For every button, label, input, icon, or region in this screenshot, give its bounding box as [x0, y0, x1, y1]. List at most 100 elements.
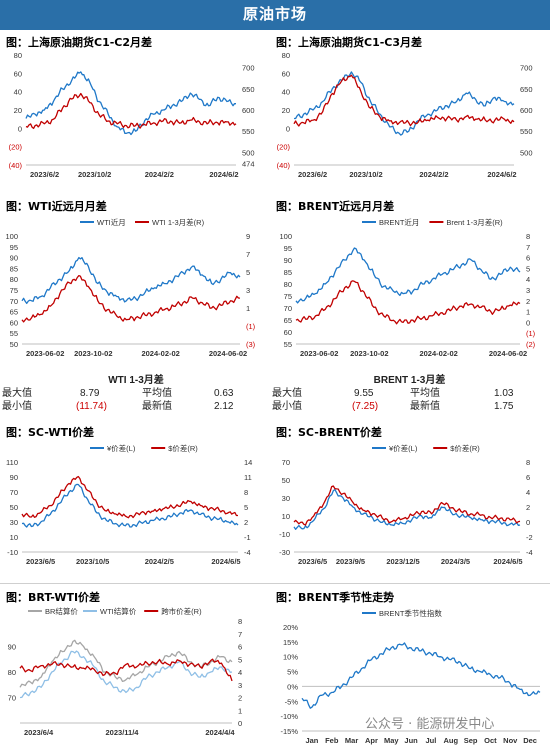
y-tick-label-left: 10: [10, 533, 18, 542]
y-tick-label-left: 90: [10, 254, 18, 263]
y-tick-label-left: -30: [279, 548, 290, 557]
y-tick-label-right: 4: [526, 275, 530, 284]
y-tick-label-right: 550: [242, 127, 255, 136]
y-tick-label-left: 70: [284, 304, 292, 313]
y-tick-label-left: 10: [282, 512, 290, 521]
stats-value: 1.03: [494, 388, 514, 399]
panel-title-brent-seasonal: 图：BRENT季节性走势: [276, 591, 395, 604]
y-tick-label-left: (40): [277, 161, 291, 170]
y-tick-label-left: -10%: [280, 712, 298, 721]
y-tick-label-left: -15%: [280, 727, 298, 736]
y-tick-label-right: 5: [244, 503, 248, 512]
y-tick-label-left: 65: [10, 308, 18, 317]
y-tick-label-left: -5%: [285, 697, 299, 706]
x-tick-label: Jul: [425, 736, 436, 745]
y-tick-label-right: 1: [246, 304, 250, 313]
x-tick-label: Feb: [325, 736, 339, 745]
y-tick-label-right: 1: [238, 706, 242, 715]
y-tick-label-left: 0: [286, 124, 290, 133]
y-tick-label-left: 65: [284, 316, 292, 325]
panel-title-sc-c1c3: 图：上海原油期货C1-C3月差: [276, 36, 423, 49]
x-tick-label: 2023-06-02: [300, 349, 338, 358]
stats-value: 2.12: [214, 401, 234, 412]
x-tick-label: Oct: [484, 736, 497, 745]
x-tick-label: 2024-06-02: [489, 349, 527, 358]
series-line: [301, 642, 541, 709]
y-tick-label-right: -4: [244, 548, 251, 557]
y-tick-label-left: 100: [5, 232, 18, 241]
x-tick-label: 2024-02-02: [141, 349, 179, 358]
y-tick-label-right: 0: [526, 518, 530, 527]
y-tick-label-left: 60: [282, 69, 290, 78]
stats-wti: WTI 1-3月差 最大值 8.79 平均值 0.63 最小值 (11.74) …: [2, 374, 270, 413]
chart-sc-wti: 110 90 70 50 30 10 -10 14 11 8 5 2 -1 -4 2023/6/5 2023/…: [6, 443, 252, 566]
y-tick-label-right: 4: [238, 668, 242, 677]
y-tick-label-right: 474: [242, 159, 255, 168]
stats-brent: BRENT 1-3月差 最大值 9.55 平均值 1.03 最小值 (7.25)…: [272, 374, 547, 413]
y-tick-label-right: (2): [526, 340, 536, 349]
y-tick-label-right: 5: [526, 264, 530, 273]
y-tick-label-right: -1: [244, 533, 251, 542]
y-tick-label-right: 650: [242, 85, 255, 94]
series-line: [25, 92, 237, 130]
y-tick-label-left: 80: [284, 280, 292, 289]
series-line: [293, 488, 521, 530]
legend-label: BR结算价: [45, 606, 78, 616]
x-tick-label: 2023/6/4: [24, 728, 54, 737]
legend-label: 跨市价差(R): [161, 606, 202, 616]
legend-label: BRENT季节性指数: [379, 608, 442, 618]
stats-label: 平均值: [410, 388, 440, 399]
y-tick-label-left: 75: [284, 292, 292, 301]
y-tick-label-left: 90: [8, 643, 16, 652]
y-tick-label-right: 3: [246, 286, 250, 295]
y-tick-label-right: 8: [244, 488, 248, 497]
series-line: [293, 485, 521, 526]
y-tick-label-left: (40): [9, 161, 23, 170]
x-tick-label: 2023-10-02: [74, 349, 112, 358]
panel-title-brt-wti: 图：BRT-WTI价差: [6, 591, 101, 604]
y-tick-label-right: 700: [520, 64, 533, 73]
y-tick-label-left: 50: [282, 476, 290, 485]
stats-row: 最大值 8.79 平均值 0.63: [2, 387, 270, 400]
y-tick-label-left: 80: [8, 668, 16, 677]
y-tick-label-left: 40: [14, 88, 22, 97]
chart-wti-spread: 1009590858075706560555097531(1)(3)2023-0…: [5, 217, 256, 358]
y-tick-label-right: 6: [238, 643, 242, 652]
y-tick-label-left: 95: [284, 244, 292, 253]
x-tick-label: 2024/6/5: [493, 557, 522, 566]
y-tick-label-left: 10%: [283, 653, 298, 662]
series-line: [295, 247, 521, 304]
y-tick-label-right: 8: [526, 232, 530, 241]
x-tick-label: 2024/2/2: [145, 170, 174, 179]
chart-sc-brent: 70 50 30 10 -10 -30 8 6 4 2 0 -2 -4 2023/6/5 2023/9/5 2…: [279, 443, 533, 566]
chart-brent-seasonal: 20% 15% 10% 5% 0% -5% -10% -15% Jan Feb Mar Apr May J…: [280, 608, 541, 745]
y-tick-label-left: 30: [282, 494, 290, 503]
x-tick-label: 2023-06-02: [26, 349, 64, 358]
stats-label: 最大值: [272, 388, 302, 399]
legend-label: ¥价差(L): [107, 443, 136, 453]
y-tick-label-left: 30: [10, 518, 18, 527]
x-tick-label: Jan: [305, 736, 318, 745]
x-tick-label: 2023/10/2: [78, 170, 111, 179]
series-line: [21, 274, 241, 323]
y-tick-label-right: (3): [246, 340, 256, 349]
y-tick-label-left: 95: [10, 243, 18, 252]
chart-sc-c1c3: 80 60 40 20 0 (20) (40) 700 650 600 550 500 2023/6/2…: [277, 51, 533, 179]
y-tick-label-left: 75: [10, 286, 18, 295]
y-tick-label-right: 550: [520, 127, 533, 136]
panel-title-brent-spread: 图：BRENT近远月月差: [276, 200, 395, 213]
stats-label: 最小值: [2, 401, 32, 412]
y-tick-label-right: 4: [526, 488, 530, 497]
x-tick-label: 2024/6/5: [211, 557, 240, 566]
legend-label: ¥价差(L): [389, 443, 418, 453]
y-tick-label-left: 50: [10, 340, 18, 349]
separator: [0, 583, 550, 584]
legend-label: WTI 1-3月差(R): [152, 217, 205, 227]
x-tick-label: 2024/6/2: [209, 170, 238, 179]
y-tick-label-right: 7: [238, 630, 242, 639]
x-tick-label: 2024/6/2: [487, 170, 516, 179]
series-line: [21, 256, 241, 305]
x-tick-label: 2024/3/5: [441, 557, 470, 566]
y-tick-label-left: 15%: [283, 638, 298, 647]
y-tick-label-left: 70: [8, 694, 16, 703]
